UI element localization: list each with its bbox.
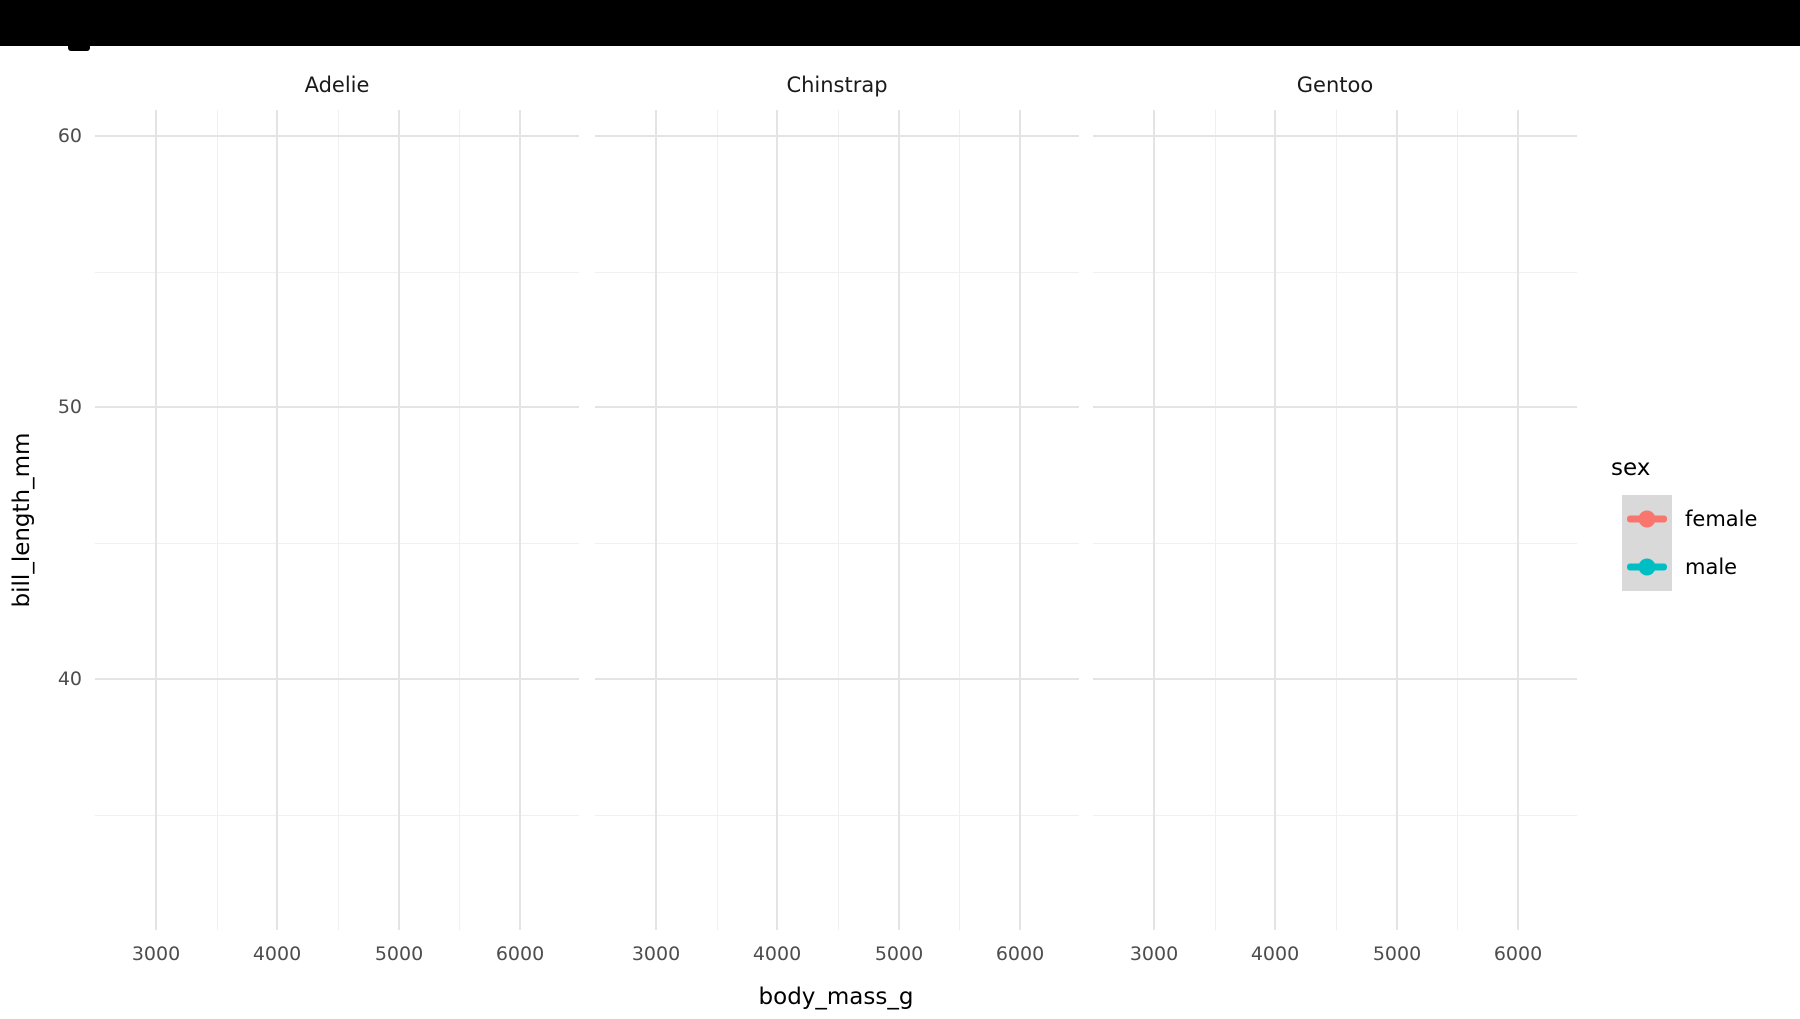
- major-gridline-vertical: [155, 110, 157, 930]
- x-tick-label: 6000: [995, 943, 1045, 965]
- major-gridline-vertical: [1396, 110, 1398, 930]
- major-gridline-horizontal: [95, 678, 579, 680]
- major-gridline-horizontal: [95, 135, 579, 137]
- minor-gridline-vertical: [338, 110, 339, 930]
- minor-gridline-vertical: [459, 110, 460, 930]
- y-tick-label: 50: [57, 396, 82, 418]
- legend-label-male: male: [1685, 555, 1738, 579]
- facet-panel-gentoo: [1093, 110, 1577, 930]
- major-gridline-vertical: [519, 110, 521, 930]
- minor-gridline-vertical: [1215, 110, 1216, 930]
- facet-panel-adelie: [95, 110, 579, 930]
- major-gridline-vertical: [1153, 110, 1155, 930]
- minor-gridline-vertical: [1336, 110, 1337, 930]
- minor-gridline-horizontal: [595, 815, 1079, 816]
- major-gridline-vertical: [898, 110, 900, 930]
- x-tick-label: 5000: [874, 943, 924, 965]
- major-gridline-horizontal: [95, 406, 579, 408]
- legend-label-female: female: [1685, 507, 1758, 531]
- minor-gridline-vertical: [717, 110, 718, 930]
- minor-gridline-horizontal: [595, 272, 1079, 273]
- major-gridline-horizontal: [1093, 406, 1577, 408]
- legend-key-male: [1622, 543, 1672, 591]
- minor-gridline-vertical: [1457, 110, 1458, 930]
- y-axis-title: bill_length_mm: [9, 432, 35, 608]
- x-axis-title: body_mass_g: [758, 984, 914, 1010]
- minor-gridline-horizontal: [1093, 815, 1577, 816]
- male-point-glyph: [1638, 558, 1656, 576]
- x-tick-label: 5000: [1372, 943, 1422, 965]
- y-tick-label: 40: [57, 668, 82, 690]
- y-tick-label: 60: [57, 125, 82, 147]
- hidden-title-descender: [68, 40, 90, 51]
- x-tick-label: 4000: [752, 943, 802, 965]
- x-tick-label: 3000: [1129, 943, 1179, 965]
- major-gridline-horizontal: [1093, 135, 1577, 137]
- top-black-bar: [0, 0, 1800, 46]
- x-tick-label: 4000: [1250, 943, 1300, 965]
- x-tick-label: 6000: [1493, 943, 1543, 965]
- major-gridline-vertical: [655, 110, 657, 930]
- major-gridline-vertical: [1019, 110, 1021, 930]
- minor-gridline-vertical: [959, 110, 960, 930]
- minor-gridline-vertical: [217, 110, 218, 930]
- x-tick-label: 6000: [495, 943, 545, 965]
- minor-gridline-horizontal: [95, 272, 579, 273]
- facet-strip-gentoo: Gentoo: [1296, 73, 1374, 97]
- major-gridline-horizontal: [595, 135, 1079, 137]
- minor-gridline-vertical: [838, 110, 839, 930]
- major-gridline-horizontal: [595, 406, 1079, 408]
- facet-strip-adelie: Adelie: [304, 73, 370, 97]
- x-tick-label: 3000: [631, 943, 681, 965]
- minor-gridline-horizontal: [1093, 543, 1577, 544]
- major-gridline-horizontal: [1093, 678, 1577, 680]
- facet-panel-chinstrap: [595, 110, 1079, 930]
- major-gridline-vertical: [776, 110, 778, 930]
- legend-title: sex: [1611, 455, 1651, 481]
- major-gridline-vertical: [398, 110, 400, 930]
- x-tick-label: 3000: [131, 943, 181, 965]
- major-gridline-vertical: [1517, 110, 1519, 930]
- legend-key-female: [1622, 495, 1672, 543]
- minor-gridline-horizontal: [1093, 272, 1577, 273]
- minor-gridline-horizontal: [95, 815, 579, 816]
- x-tick-label: 4000: [252, 943, 302, 965]
- minor-gridline-horizontal: [595, 543, 1079, 544]
- major-gridline-vertical: [1274, 110, 1276, 930]
- minor-gridline-horizontal: [95, 543, 579, 544]
- female-point-glyph: [1638, 510, 1656, 528]
- major-gridline-vertical: [276, 110, 278, 930]
- facet-strip-chinstrap: Chinstrap: [786, 73, 888, 97]
- x-tick-label: 5000: [374, 943, 424, 965]
- major-gridline-horizontal: [595, 678, 1079, 680]
